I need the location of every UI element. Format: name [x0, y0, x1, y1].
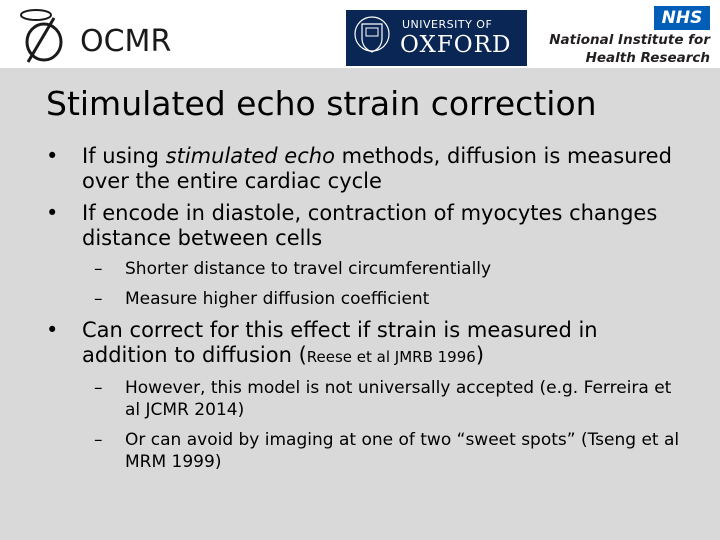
ocmr-heart-emblem-icon — [20, 9, 63, 63]
oxford-logo-line1: UNIVERSITY OF — [402, 18, 493, 31]
bullet-3-citation: Reese et al JMRB 1996 — [306, 348, 476, 366]
bullet-3-sub-1: – However, this model is not universally… — [42, 377, 682, 421]
slide-title: Stimulated echo strain correction — [46, 84, 597, 123]
bullet-3: • Can correct for this effect if strain … — [42, 318, 682, 370]
ocmr-logo-text: OCMR — [80, 24, 172, 59]
nihr-logo-text: National Institute for Health Research — [549, 31, 710, 67]
dash-marker: – — [94, 430, 103, 450]
nihr-line2: Health Research — [585, 50, 710, 66]
bullet-3-sub-1-text: However, this model is not universally a… — [125, 378, 672, 420]
bullet-3-sub-2: – Or can avoid by imaging at one of two … — [42, 429, 682, 473]
bullet-2: • If encode in diastole, contraction of … — [42, 201, 682, 251]
dash-marker: – — [94, 259, 103, 279]
bullet-marker: • — [46, 318, 59, 342]
logo-header: OCMR UNIVERSITY OF OXFORD NHS National I… — [0, 0, 720, 68]
bullet-1-text-end: methods, diffusion is measured over the … — [82, 144, 672, 193]
oxford-logo: UNIVERSITY OF OXFORD — [346, 10, 527, 66]
oxford-crest-icon — [354, 16, 390, 53]
bullet-2-text: If encode in diastole, contraction of my… — [82, 201, 658, 250]
dash-marker: – — [94, 289, 103, 309]
bullet-list: • If using stimulated echo methods, diff… — [42, 144, 682, 481]
bullet-3-text-start: Can correct for this effect if strain is… — [82, 318, 598, 367]
bullet-1-text-start: If using — [82, 144, 166, 168]
bullet-marker: • — [46, 144, 59, 168]
bullet-2-sub-2-text: Measure higher diffusion coefficient — [125, 289, 430, 309]
bullet-1-emphasis: stimulated echo — [165, 144, 335, 168]
nihr-line1: National Institute for — [549, 32, 710, 48]
nhs-badge: NHS — [654, 6, 710, 30]
bullet-marker: • — [46, 201, 59, 225]
bullet-3-sub-2-text: Or can avoid by imaging at one of two “s… — [125, 430, 680, 472]
bullet-2-sub-2: – Measure higher diffusion coefficient — [42, 288, 682, 310]
ocmr-logo: OCMR — [14, 4, 204, 66]
bullet-2-sub-1-text: Shorter distance to travel circumferenti… — [125, 259, 492, 279]
dash-marker: – — [94, 378, 103, 398]
bullet-3-text-end: ) — [475, 343, 485, 367]
bullet-2-sub-1: – Shorter distance to travel circumferen… — [42, 258, 682, 280]
bullet-1: • If using stimulated echo methods, diff… — [42, 144, 682, 194]
oxford-logo-line2: OXFORD — [400, 32, 512, 58]
